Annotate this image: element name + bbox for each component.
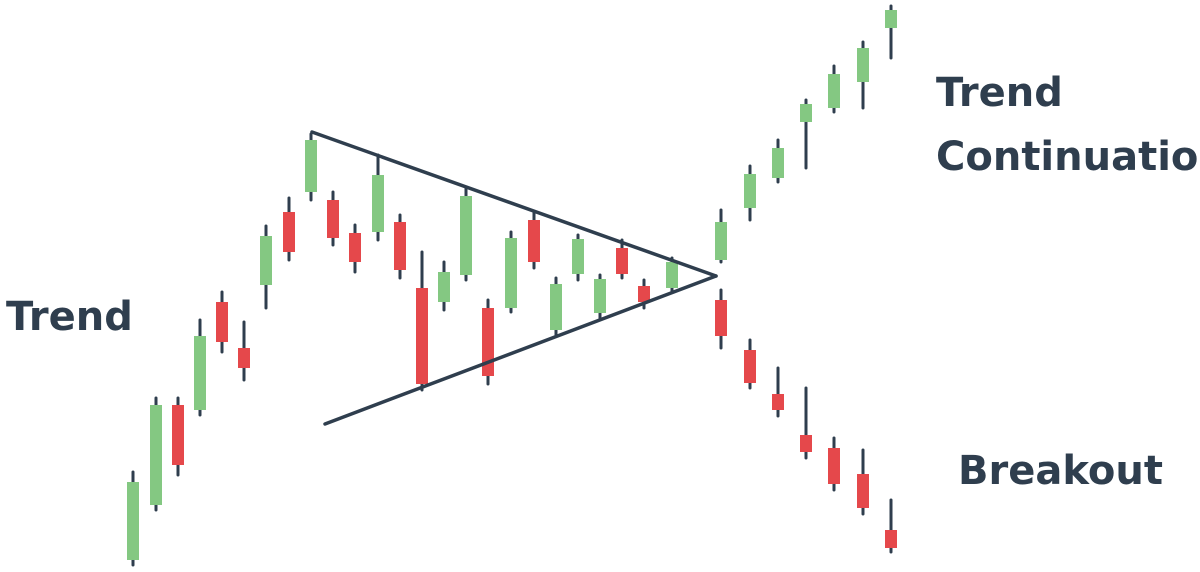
candle-body — [372, 175, 384, 232]
candle-body — [857, 474, 869, 508]
breakout-label: Breakout — [958, 448, 1163, 494]
bearish-candle — [828, 436, 840, 492]
candle-body — [772, 394, 784, 410]
bearish-candle — [800, 386, 812, 460]
bearish-candle — [172, 396, 184, 477]
bullish-candle — [772, 138, 784, 184]
candle-body — [744, 350, 756, 383]
trend-continuation-label-line1: Trend — [936, 70, 1063, 116]
candle-body — [666, 262, 678, 288]
bullish-candle — [550, 276, 562, 337]
bearish-candle — [349, 223, 361, 274]
bearish-candle — [744, 338, 756, 390]
candle-body — [283, 212, 295, 252]
bearish-candle — [772, 366, 784, 418]
bullish-candle — [305, 132, 317, 202]
candle-body — [800, 435, 812, 452]
bearish-candle — [416, 250, 428, 392]
candle-body — [416, 288, 428, 384]
bearish-candle — [394, 213, 406, 280]
bullish-candle — [828, 64, 840, 114]
bullish-candle — [194, 318, 206, 417]
candle-body — [438, 272, 450, 302]
candle-body — [482, 308, 494, 376]
candle-body — [194, 336, 206, 410]
bullish-candle — [127, 470, 139, 567]
candle-body — [528, 220, 540, 262]
bullish-candle — [505, 230, 517, 314]
candle-body — [127, 482, 139, 560]
candle-body — [828, 448, 840, 484]
bullish-candle — [885, 4, 897, 60]
bearish-candle — [528, 210, 540, 270]
bearish-candle — [327, 190, 339, 247]
candle-body — [638, 286, 650, 302]
bullish-candle — [460, 186, 472, 282]
candle-body — [715, 300, 727, 336]
bullish-candle — [438, 260, 450, 312]
bullish-candle — [744, 164, 756, 222]
candle-body — [800, 104, 812, 122]
candle-body — [394, 222, 406, 270]
candle-body — [572, 239, 584, 274]
bearish-candle — [283, 196, 295, 262]
trend-continuation-label-line2: Continuation — [936, 134, 1200, 180]
candle-body — [857, 48, 869, 82]
candle-body — [238, 348, 250, 368]
candle-body — [150, 405, 162, 505]
bullish-candle — [715, 208, 727, 264]
candle-body — [616, 248, 628, 274]
bearish-candle — [857, 448, 869, 516]
bullish-candle — [372, 153, 384, 242]
candle-body — [885, 530, 897, 548]
bearish-candle — [238, 320, 250, 382]
bearish-candle — [885, 498, 897, 554]
candle-body — [349, 233, 361, 262]
bearish-candle — [482, 298, 494, 386]
trend-label: Trend — [6, 294, 133, 340]
bullish-candle — [260, 224, 272, 310]
candle-body — [216, 302, 228, 342]
candle-body — [550, 284, 562, 330]
candlesticks — [127, 4, 897, 567]
candle-body — [505, 238, 517, 308]
upper-trendline — [310, 130, 718, 278]
bearish-candle — [715, 288, 727, 350]
bearish-candle — [616, 238, 628, 280]
bullish-candle — [857, 40, 869, 110]
candle-body — [594, 279, 606, 313]
candle-body — [260, 236, 272, 285]
candle-body — [327, 200, 339, 238]
bullish-candle — [150, 396, 162, 512]
bullish-candle — [594, 273, 606, 320]
lower-trendline — [323, 274, 718, 426]
triangle-trendlines — [310, 130, 718, 426]
candle-body — [885, 10, 897, 28]
bullish-candle — [572, 233, 584, 282]
candle-body — [715, 222, 727, 260]
candle-body — [772, 148, 784, 178]
candle-body — [172, 405, 184, 465]
candle-body — [828, 74, 840, 108]
bullish-candle — [800, 98, 812, 170]
bearish-candle — [216, 290, 228, 354]
candle-body — [460, 196, 472, 275]
candle-body — [305, 140, 317, 192]
bullish-candle — [666, 256, 678, 294]
candle-body — [744, 174, 756, 208]
